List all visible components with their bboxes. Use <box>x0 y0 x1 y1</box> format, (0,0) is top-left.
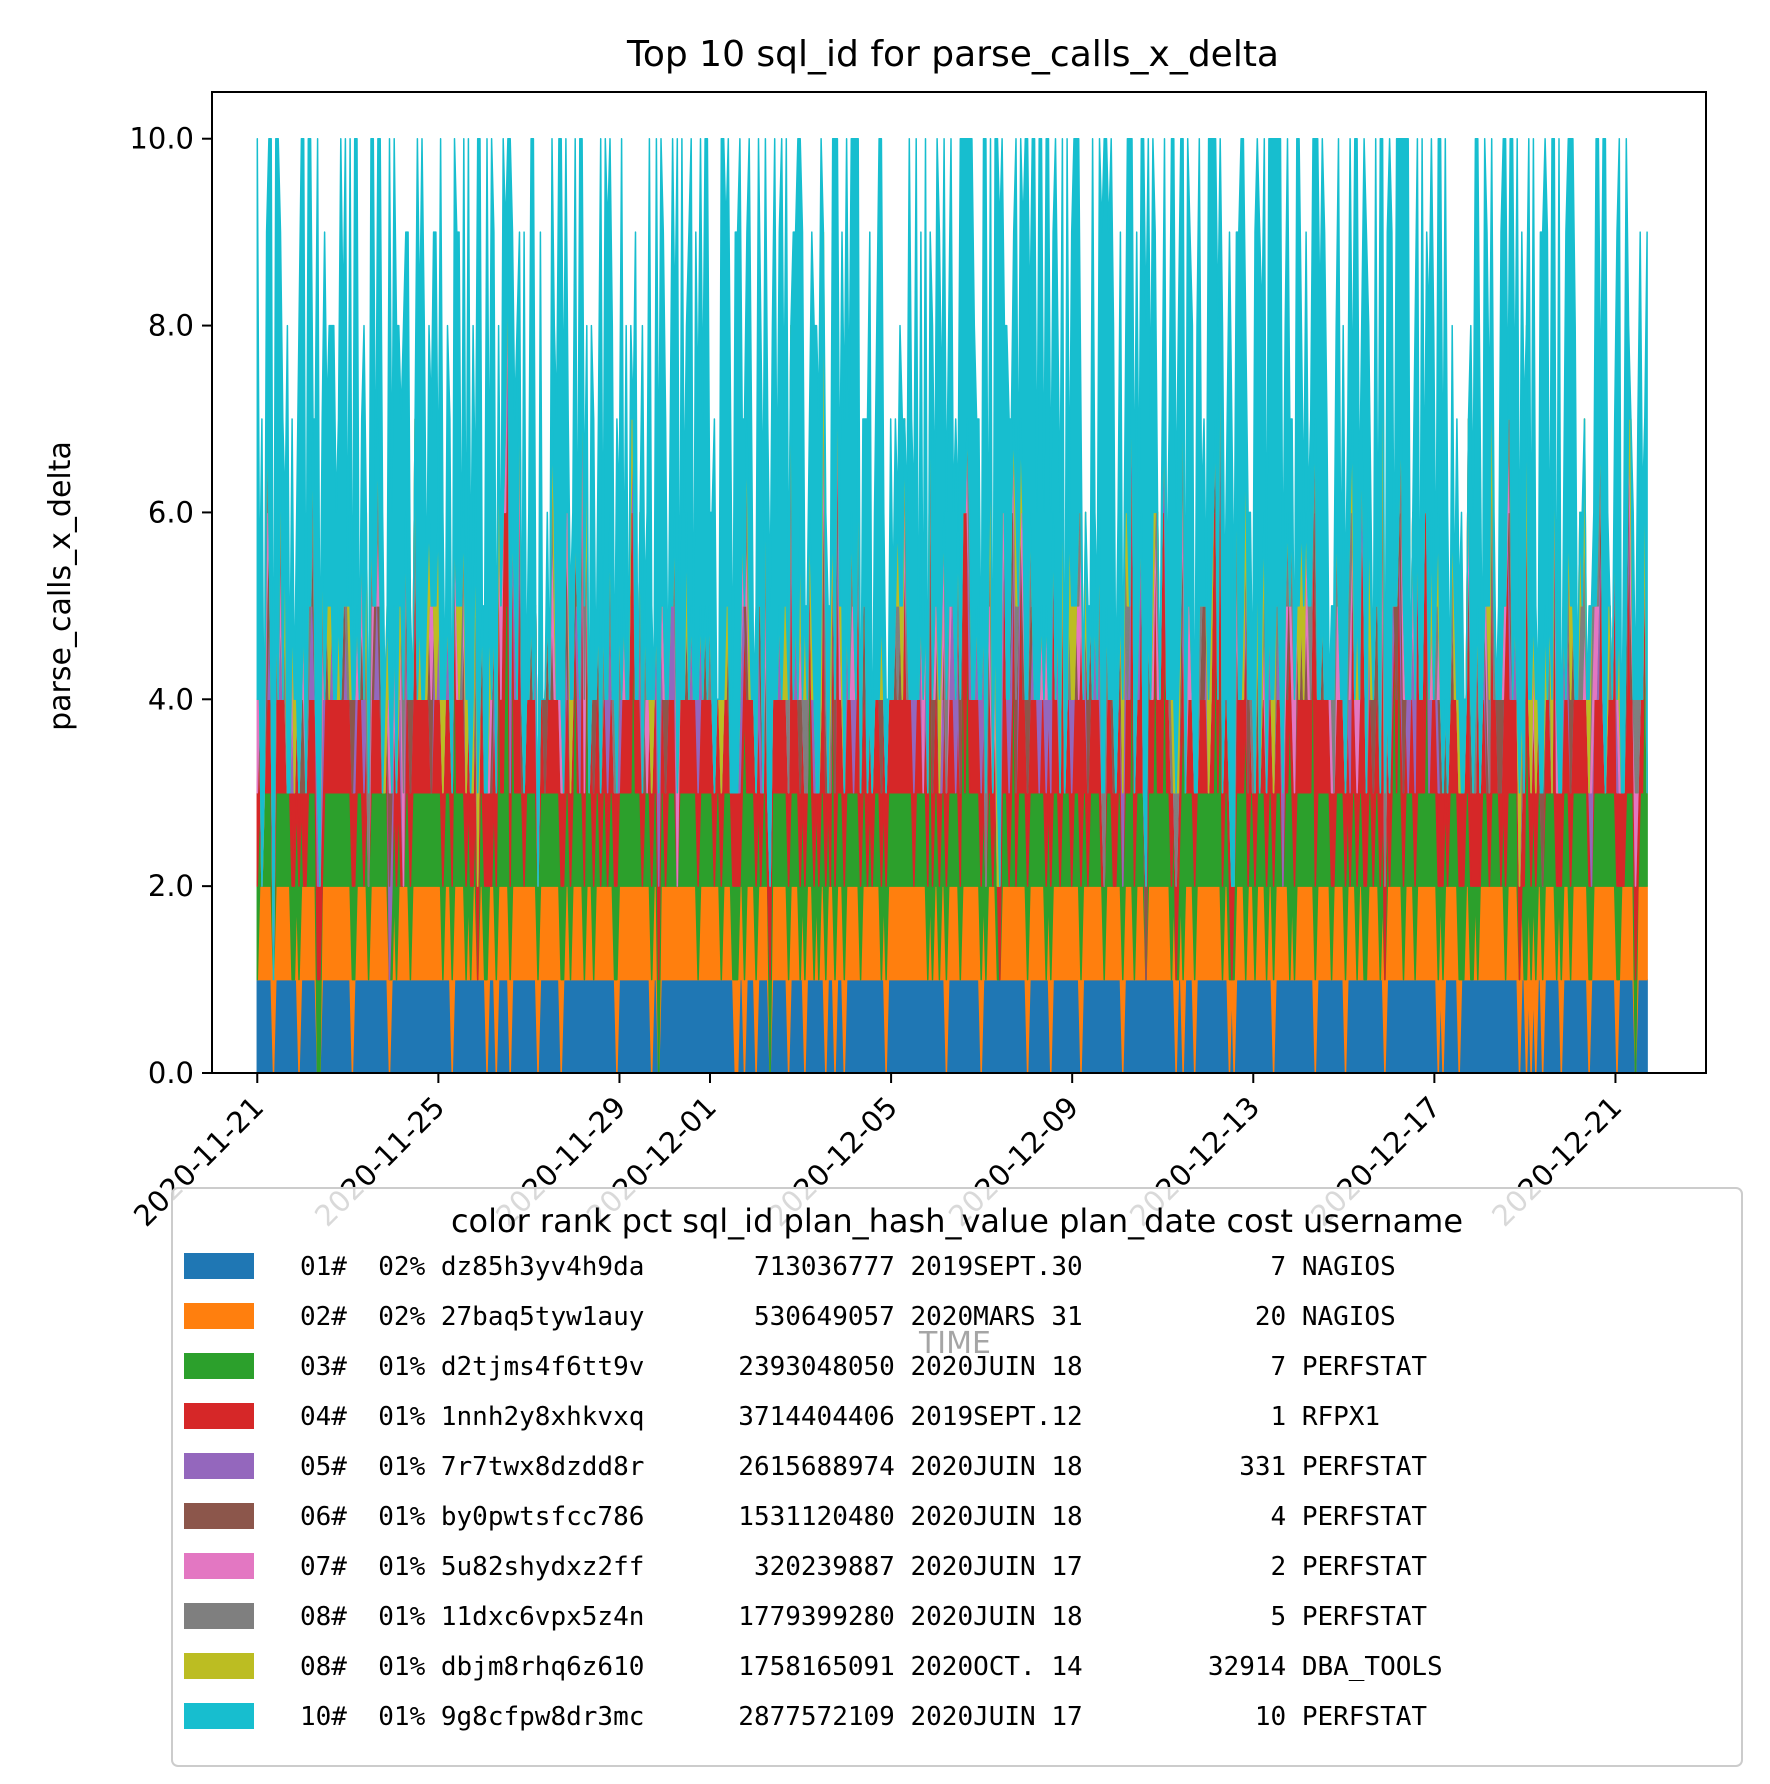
legend-entry: 08# 01% 11dxc6vpx5z4n 1779399280 2020JUI… <box>300 1602 1427 1632</box>
legend-swatch <box>184 1553 254 1579</box>
y-tick-label: 0.0 <box>148 1056 194 1090</box>
legend-swatch <box>184 1503 254 1529</box>
area-series-9g8cfpw8dr3mc <box>256 137 1648 981</box>
legend-entry: 06# 01% by0pwtsfcc786 1531120480 2020JUI… <box>300 1502 1427 1532</box>
legend-entry: 08# 01% dbjm8rhq6z610 1758165091 2020OCT… <box>300 1652 1443 1682</box>
y-tick-label: 2.0 <box>148 869 194 903</box>
legend-entry: 04# 01% 1nnh2y8xhkvxq 3714404406 2019SEP… <box>300 1402 1380 1432</box>
legend-swatch <box>184 1703 254 1729</box>
y-tick-label: 6.0 <box>148 495 194 529</box>
legend-swatch <box>184 1603 254 1629</box>
legend-swatch <box>184 1303 254 1329</box>
legend-swatch <box>184 1453 254 1479</box>
legend-swatch <box>184 1353 254 1379</box>
y-axis-label: parse_calls_x_delta <box>43 441 78 731</box>
legend-swatch <box>184 1253 254 1279</box>
legend: color rank pct sql_id plan_hash_value pl… <box>171 1187 1743 1767</box>
legend-entry: 07# 01% 5u82shydxz2ff 320239887 2020JUIN… <box>300 1552 1427 1582</box>
legend-frame <box>171 1187 1743 1767</box>
legend-rows: 01# 02% dz85h3yv4h9da 713036777 2019SEPT… <box>184 1252 1443 1732</box>
legend-swatch <box>184 1653 254 1679</box>
legend-title: color rank pct sql_id plan_hash_value pl… <box>451 1202 1463 1240</box>
y-tick-label: 4.0 <box>148 682 194 716</box>
y-axis: 0.0 2.0 4.0 6.0 8.0 10.0 <box>129 122 212 1090</box>
legend-entry: 02# 02% 27baq5tyw1auy 530649057 2020MARS… <box>300 1302 1396 1332</box>
y-tick-label: 10.0 <box>129 122 194 156</box>
y-tick-label: 8.0 <box>148 309 194 343</box>
legend-swatch <box>184 1403 254 1429</box>
legend-entry: 01# 02% dz85h3yv4h9da 713036777 2019SEPT… <box>300 1252 1396 1282</box>
plot-frame <box>211 91 1707 1074</box>
legend-entry: 05# 01% 7r7twx8dzdd8r 2615688974 2020JUI… <box>300 1452 1427 1482</box>
legend-entry: 10# 01% 9g8cfpw8dr3mc 2877572109 2020JUI… <box>300 1702 1427 1732</box>
stacked-areas <box>256 137 1648 1074</box>
chart-title: Top 10 sql_id for parse_calls_x_delta <box>626 34 1279 75</box>
legend-entry: 03# 01% d2tjms4f6tt9v 2393048050 2020JUI… <box>300 1352 1427 1382</box>
x-axis-label: TIME <box>918 1326 991 1361</box>
